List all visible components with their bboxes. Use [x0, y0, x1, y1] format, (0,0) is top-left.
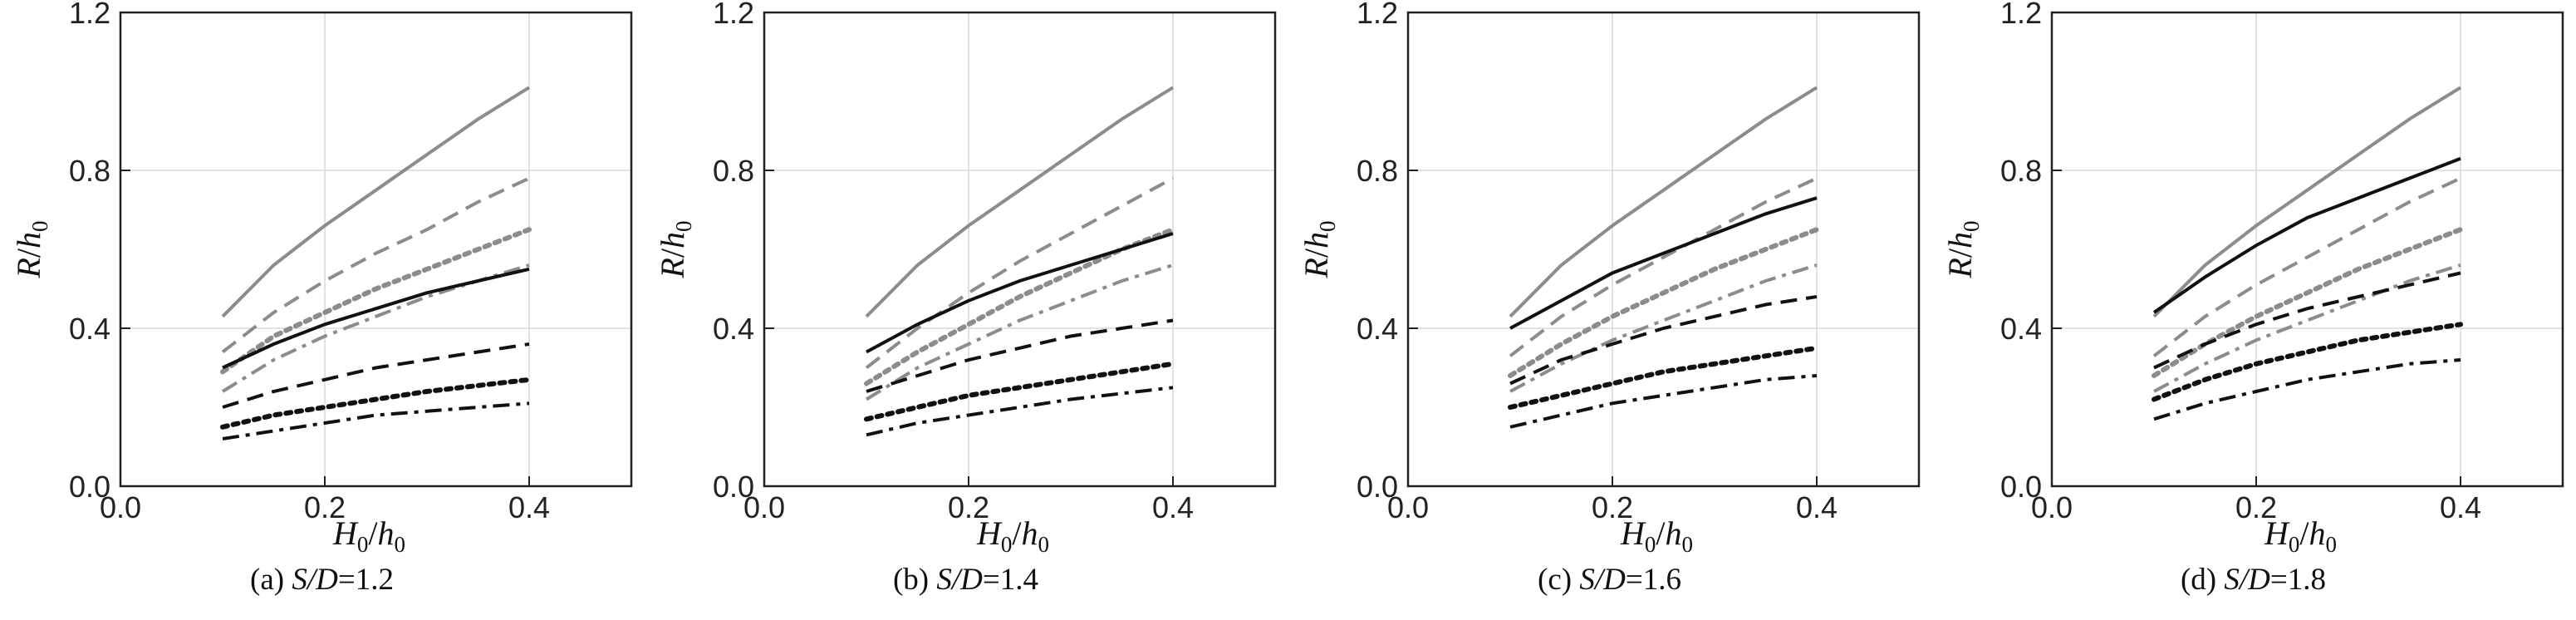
- y-tick-label-2: 0.8: [69, 154, 110, 188]
- chart-b: 0.0 0.2 0.4 0.0 0.4 0.8 1.2 H0/h0 R/h0: [654, 0, 1277, 557]
- series-line-0: [1509, 86, 1818, 318]
- y-axis-label: R/h0: [1298, 220, 1340, 278]
- x-axis-label: H0/h0: [2264, 514, 2337, 557]
- y-tick-label-3: 1.2: [69, 0, 110, 30]
- x-tick-label-1: 0.2: [304, 490, 346, 524]
- series-line-6: [1508, 345, 1819, 410]
- series-line-6: [864, 361, 1175, 422]
- caption-b-label: (b): [892, 563, 930, 597]
- caption-d-label: (d): [2180, 563, 2217, 597]
- x-tick-label-2: 0.4: [1152, 490, 1194, 524]
- x-axis-label: H0/h0: [976, 514, 1049, 557]
- series-line-4: [222, 267, 530, 370]
- chart-a: 0.0 0.2 0.4 0.0 0.4 0.8 1.2 H0/h0 R/h0: [10, 0, 633, 557]
- series-line-3: [1509, 263, 1818, 393]
- y-tick-label-1: 0.4: [1357, 312, 1398, 346]
- series-line-4: [1509, 196, 1818, 330]
- caption-c: (c) S/D=1.6: [1288, 562, 1931, 598]
- caption-a: (a) S/D=1.2: [0, 562, 644, 598]
- x-tick-label-2: 0.4: [508, 490, 550, 524]
- caption-a-value: =1.2: [337, 563, 394, 597]
- y-axis-label: R/h0: [1941, 220, 1984, 278]
- x-tick-label-0: 0.0: [100, 490, 141, 524]
- y-tick-label-1: 0.4: [2000, 312, 2042, 346]
- series-line-2: [864, 227, 1175, 386]
- x-tick-label-1: 0.2: [1592, 490, 1633, 524]
- caption-a-label: (a): [250, 563, 285, 597]
- caption-a-var: S/D: [292, 563, 338, 597]
- panel-a: 0.0 0.2 0.4 0.0 0.4 0.8 1.2 H0/h0 R/h0 (a) S/D=1…: [0, 0, 644, 620]
- series-line-3: [865, 263, 1174, 401]
- series-line-0: [2152, 86, 2462, 318]
- x-tick-label-0: 0.0: [743, 490, 785, 524]
- x-axis-label: H0/h0: [1620, 514, 1693, 557]
- y-tick-label-2: 0.8: [2000, 154, 2042, 188]
- panel-c: 0.0 0.2 0.4 0.0 0.4 0.8 1.2 H0/h0 R/h0 (c) S/D=1…: [1288, 0, 1931, 620]
- x-tick-label-0: 0.0: [1387, 490, 1429, 524]
- plot-frame: [119, 11, 633, 488]
- x-tick-label-1: 0.2: [948, 490, 989, 524]
- panel-b: 0.0 0.2 0.4 0.0 0.4 0.8 1.2 H0/h0 R/h0 (b) S/D=1…: [644, 0, 1288, 620]
- y-tick-label-3: 1.2: [1357, 0, 1398, 30]
- series-line-5: [222, 342, 530, 409]
- series-line-2: [1508, 227, 1819, 378]
- y-tick-label-0: 0.0: [69, 470, 110, 504]
- caption-b-value: =1.4: [982, 563, 1039, 597]
- caption-d-var: S/D: [2224, 563, 2270, 597]
- series-line-0: [865, 86, 1175, 318]
- caption-b: (b) S/D=1.4: [644, 562, 1288, 598]
- x-tick-label-2: 0.4: [1796, 490, 1838, 524]
- series-line-1: [865, 176, 1174, 370]
- series-line-3: [2153, 263, 2461, 393]
- y-tick-label-2: 0.8: [1357, 154, 1398, 188]
- series-line-1: [2152, 176, 2461, 357]
- plot-frame: [763, 11, 1277, 488]
- plot-frame: [1406, 11, 1921, 488]
- series-line-2: [220, 227, 532, 375]
- panel-d: 0.0 0.2 0.4 0.0 0.4 0.8 1.2 H0/h0 R/h0 (d) S/D=1…: [1931, 0, 2575, 620]
- series-line-4: [866, 232, 1174, 354]
- y-tick-label-3: 1.2: [2000, 0, 2042, 30]
- series-line-7: [2153, 358, 2461, 421]
- plot-frame: [2050, 11, 2564, 488]
- series-line-4: [2152, 156, 2461, 314]
- series-line-5: [1509, 295, 1818, 386]
- series-line-5: [866, 318, 1174, 393]
- series-line-5: [2153, 271, 2461, 370]
- series-line-6: [2152, 322, 2463, 402]
- caption-c-var: S/D: [1579, 563, 1626, 597]
- y-tick-label-1: 0.4: [713, 312, 754, 346]
- y-tick-label-1: 0.4: [69, 312, 110, 346]
- y-axis-label: R/h0: [654, 220, 696, 278]
- caption-c-label: (c): [1538, 563, 1573, 597]
- caption-d-value: =1.8: [2269, 563, 2327, 597]
- x-tick-label-2: 0.4: [2440, 490, 2481, 524]
- caption-c-value: =1.6: [1625, 563, 1681, 597]
- chart-d: 0.0 0.2 0.4 0.0 0.4 0.8 1.2 H0/h0 R/h0: [1941, 0, 2564, 557]
- series-line-1: [1509, 176, 1818, 357]
- series-line-7: [866, 386, 1174, 437]
- y-tick-label-3: 1.2: [713, 0, 754, 30]
- series-line-1: [221, 176, 530, 354]
- chart-c: 0.0 0.2 0.4 0.0 0.4 0.8 1.2 H0/h0 R/h0: [1298, 0, 1921, 557]
- y-axis-label: R/h0: [10, 220, 52, 278]
- y-tick-label-0: 0.0: [1357, 470, 1398, 504]
- x-tick-label-0: 0.0: [2031, 490, 2073, 524]
- y-tick-label-0: 0.0: [2000, 470, 2042, 504]
- series-line-0: [221, 86, 531, 318]
- series-line-7: [1509, 374, 1818, 429]
- x-axis-label: H0/h0: [332, 514, 405, 557]
- caption-b-var: S/D: [936, 563, 983, 597]
- caption-d: (d) S/D=1.8: [1931, 562, 2575, 598]
- series-line-6: [220, 376, 532, 430]
- x-tick-label-1: 0.2: [2235, 490, 2277, 524]
- y-tick-label-2: 0.8: [713, 154, 754, 188]
- y-tick-label-0: 0.0: [713, 470, 754, 504]
- series-line-7: [222, 401, 530, 440]
